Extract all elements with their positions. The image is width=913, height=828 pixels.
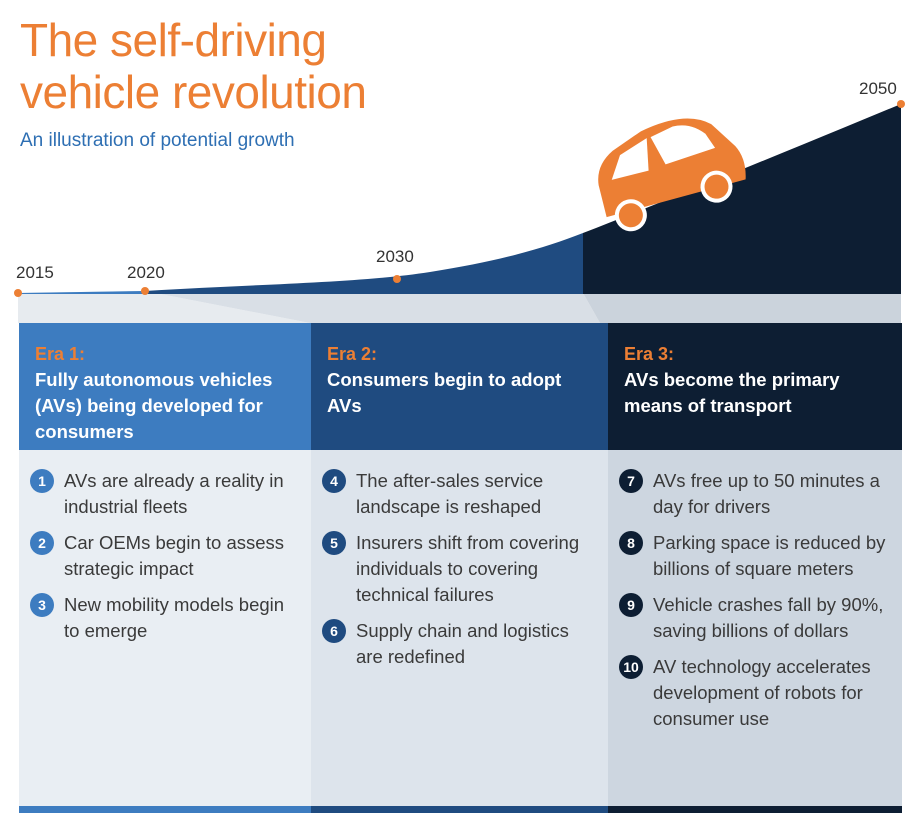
item-text: Parking space is reduced by billions of …: [653, 532, 886, 579]
item-text: AVs free up to 50 minutes a day for driv…: [653, 470, 880, 517]
list-item: 5 Insurers shift from covering individua…: [322, 530, 598, 608]
year-2015: 2015: [16, 263, 54, 282]
curve-area-era2: [145, 233, 583, 294]
item-text: New mobility models begin to emerge: [64, 594, 285, 641]
item-text: AVs are already a reality in industrial …: [64, 470, 284, 517]
era-1-column: Era 1: Fully autonomous vehicles (AVs) b…: [19, 323, 311, 813]
era-2-column: Era 2: Consumers begin to adopt AVs 4 Th…: [311, 323, 608, 813]
era-1-header: Era 1: Fully autonomous vehicles (AVs) b…: [19, 323, 311, 450]
era-3-body: 7 AVs free up to 50 minutes a day for dr…: [608, 450, 902, 813]
item-text: The after-sales service landscape is res…: [356, 470, 544, 517]
bottom-bar-era-1: [19, 806, 311, 813]
era-2-header: Era 2: Consumers begin to adopt AVs: [311, 323, 608, 450]
item-text: Supply chain and logistics are redefined: [356, 620, 569, 667]
item-number-badge: 3: [30, 593, 54, 617]
list-item: 2 Car OEMs begin to assess strategic imp…: [30, 530, 301, 582]
item-number-badge: 9: [619, 593, 643, 617]
list-item: 1 AVs are already a reality in industria…: [30, 468, 301, 520]
marker-2050: [897, 100, 905, 108]
item-text: AV technology accelerates development of…: [653, 656, 871, 729]
item-number-badge: 7: [619, 469, 643, 493]
curve-area-era1: [18, 291, 145, 294]
era-3-title: AVs become the primary means of transpor…: [624, 369, 840, 416]
era-3-column: Era 3: AVs become the primary means of t…: [608, 323, 902, 813]
list-item: 3 New mobility models begin to emerge: [30, 592, 301, 644]
curve-area-era3: [583, 104, 901, 294]
title-line-1: The self-driving: [20, 14, 327, 66]
item-number-badge: 1: [30, 469, 54, 493]
item-number-badge: 5: [322, 531, 346, 555]
era-3-label: Era 3:: [624, 344, 675, 364]
era-1-body: 1 AVs are already a reality in industria…: [19, 450, 311, 813]
era-2-title: Consumers begin to adopt AVs: [327, 369, 562, 416]
page-title: The self-driving vehicle revolution: [20, 14, 367, 118]
era-3-header: Era 3: AVs become the primary means of t…: [608, 323, 902, 450]
era-2-label: Era 2:: [327, 344, 378, 364]
timeline-shadow-3: [583, 293, 901, 323]
list-item: 4 The after-sales service landscape is r…: [322, 468, 598, 520]
era-2-body: 4 The after-sales service landscape is r…: [311, 450, 608, 813]
marker-2030: [393, 275, 401, 283]
era-1-label: Era 1:: [35, 344, 86, 364]
marker-2020: [141, 287, 149, 295]
list-item: 7 AVs free up to 50 minutes a day for dr…: [619, 468, 892, 520]
subtitle: An illustration of potential growth: [20, 130, 295, 151]
item-number-badge: 2: [30, 531, 54, 555]
item-number-badge: 4: [322, 469, 346, 493]
list-item: 6 Supply chain and logistics are redefin…: [322, 618, 598, 670]
item-text: Car OEMs begin to assess strategic impac…: [64, 532, 285, 579]
bottom-bar-era-3: [608, 806, 902, 813]
year-2030: 2030: [376, 247, 414, 266]
item-number-badge: 10: [619, 655, 643, 679]
list-item: 10 AV technology accelerates development…: [619, 654, 892, 732]
item-text: Insurers shift from covering individuals…: [356, 532, 580, 605]
bottom-bar-era-2: [311, 806, 608, 813]
item-number-badge: 8: [619, 531, 643, 555]
year-2050: 2050: [859, 79, 897, 98]
timeline-shadow-1: [18, 291, 310, 323]
timeline-shadow-2: [145, 291, 600, 323]
car-icon: [598, 118, 746, 232]
item-number-badge: 6: [322, 619, 346, 643]
growth-timeline: [14, 100, 905, 323]
year-2020: 2020: [127, 263, 165, 282]
title-line-2: vehicle revolution: [20, 66, 367, 118]
list-item: 8 Parking space is reduced by billions o…: [619, 530, 892, 582]
item-text: Vehicle crashes fall by 90%, saving bill…: [653, 594, 884, 641]
marker-2015: [14, 289, 22, 297]
era-1-title: Fully autonomous vehicles (AVs) being de…: [35, 369, 273, 442]
list-item: 9 Vehicle crashes fall by 90%, saving bi…: [619, 592, 892, 644]
